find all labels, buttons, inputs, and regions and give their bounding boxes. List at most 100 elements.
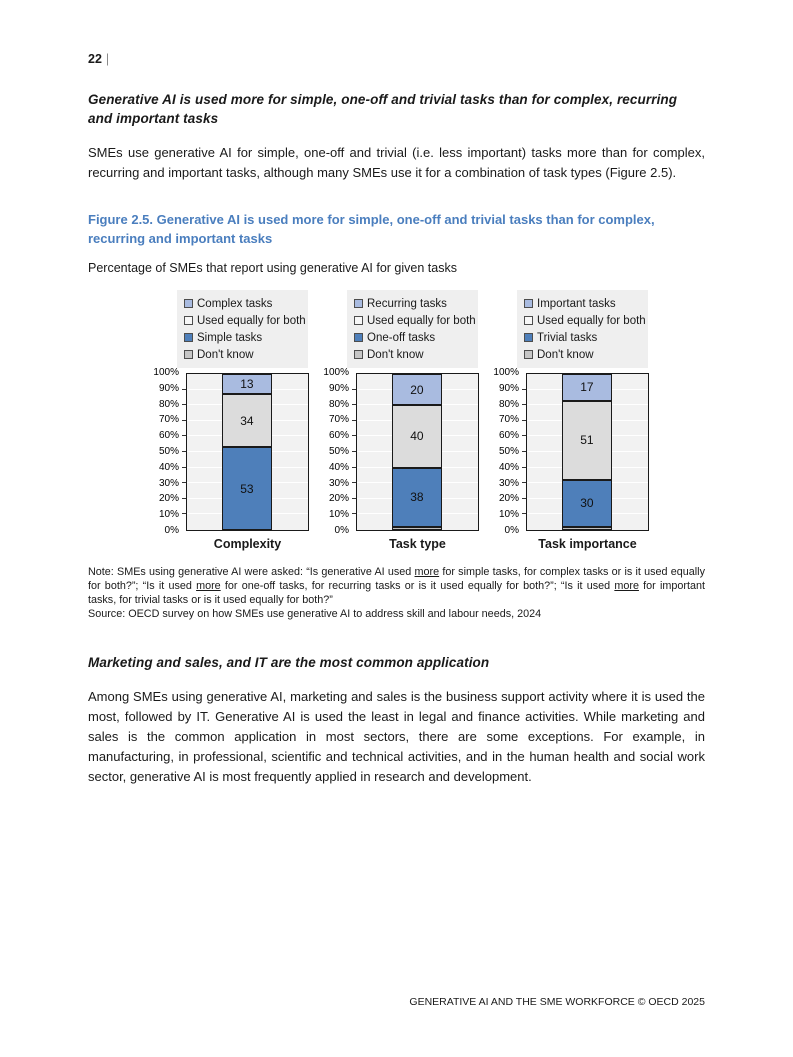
bar-value-label: 20 (410, 382, 424, 397)
axis-tick (182, 404, 186, 406)
chart-legend: Important tasks Used equally for both Triv… (517, 290, 648, 368)
legend-swatch-icon (354, 333, 363, 342)
legend-label: Don't know (537, 348, 594, 361)
legend-swatch-icon (184, 333, 193, 342)
axis-tick (182, 419, 186, 421)
note-underlined-word: more (196, 580, 221, 592)
y-tick-label: 40% (158, 461, 179, 473)
figure-source: Source: OECD survey on how SMEs use gene… (88, 608, 542, 620)
y-tick-label: 90% (328, 382, 349, 394)
y-tick-label: 60% (328, 430, 349, 442)
y-tick-label: 90% (498, 382, 519, 394)
y-tick-label: 50% (158, 446, 179, 457)
bar-segment-used-equally-for-both: 51 (562, 400, 612, 481)
axis-tick (182, 482, 186, 484)
bar-segment-simple-tasks: 53 (222, 447, 272, 530)
y-tick-label: 10% (328, 509, 349, 521)
y-tick-label: 100% (153, 367, 179, 378)
page-header: 22 | (88, 52, 705, 66)
bar-segment-one-off-tasks: 38 (392, 467, 442, 527)
bar-segment-complex-tasks: 13 (222, 374, 272, 395)
legend-item: Recurring tasks (354, 296, 473, 311)
legend-label: Simple tasks (197, 331, 263, 344)
y-tick-label: 70% (328, 414, 349, 426)
legend-label: One-off tasks (367, 331, 436, 344)
bar-value-label: 17 (580, 380, 594, 395)
axis-tick (352, 466, 356, 468)
bar-segment-recurring-tasks: 20 (392, 374, 442, 406)
bar-segment-don-t-know (392, 526, 442, 530)
chart-task-type: Recurring tasks Used equally for both One-… (320, 290, 479, 551)
note-text: Note: SMEs using generative AI were aske… (88, 566, 415, 578)
legend-item: Don't know (184, 347, 303, 362)
y-tick-label: 90% (158, 382, 179, 394)
legend-label: Complex tasks (197, 297, 273, 310)
y-tick-label: 70% (158, 414, 179, 426)
bar-segment-important-tasks: 17 (562, 374, 612, 401)
y-tick-label: 10% (498, 509, 519, 521)
note-text: for simple tasks, for complex tasks or i… (88, 566, 705, 592)
y-tick-label: 80% (498, 398, 519, 410)
axis-tick (522, 466, 526, 468)
figure-title: Figure 2.5. Generative AI is used more f… (88, 212, 655, 246)
legend-swatch-icon (354, 350, 363, 359)
plot-row: 0% 10% 20% 30% 40% 50% 60% 70% 80% 90% 100% 53 34 13 (150, 368, 309, 536)
legend-swatch-icon (354, 299, 363, 308)
bar-value-label: 30 (580, 496, 594, 511)
legend-item: Don't know (524, 347, 643, 362)
x-axis-label: Task importance (538, 537, 637, 551)
legend-item: Simple tasks (184, 330, 303, 345)
plot-row: 0% 10% 20% 30% 40% 50% 60% 70% 80% 90% 100% 38 40 20 (320, 368, 479, 536)
axis-tick (352, 497, 356, 499)
axis-tick (352, 388, 356, 390)
note-underlined-word: more (614, 580, 639, 592)
legend-swatch-icon (354, 316, 363, 325)
x-axis-label: Complexity (213, 537, 282, 551)
y-axis: 0% 10% 20% 30% 40% 50% 60% 70% 80% 90% 100% (320, 368, 356, 536)
axis-tick (522, 435, 526, 437)
y-tick-label: 10% (158, 509, 179, 521)
axis-tick (522, 419, 526, 421)
legend-item: Complex tasks (184, 296, 303, 311)
note-text: for important tasks, for trivial tasks o… (88, 580, 705, 606)
legend-swatch-icon (524, 333, 533, 342)
axis-tick (352, 419, 356, 421)
x-axis-label: Task type (389, 537, 446, 551)
axis-tick (522, 404, 526, 406)
bar-value-label: 53 (240, 481, 254, 496)
axis-tick (522, 513, 526, 515)
bar-value-label: 51 (580, 433, 594, 448)
axis-tick (352, 435, 356, 437)
section-heading-tasks: Generative AI is used more for simple, o… (88, 92, 678, 126)
legend-item: Used equally for both (354, 313, 476, 328)
legend-item: Trivial tasks (524, 330, 643, 345)
bar-value-label: 34 (240, 413, 254, 428)
y-tick-label: 40% (328, 461, 349, 473)
y-tick-label: 30% (498, 477, 519, 489)
body-paragraph-applications: Among SMEs using generative AI, marketin… (88, 689, 705, 784)
legend-swatch-icon (184, 350, 193, 359)
y-tick-label: 60% (158, 430, 179, 442)
body-paragraph-tasks: SMEs use generative AI for simple, one-o… (88, 145, 705, 180)
y-tick-label: 60% (498, 430, 519, 442)
legend-item: Used equally for both (184, 313, 306, 328)
axis-tick (182, 451, 186, 452)
axis-tick (182, 435, 186, 437)
legend-label: Trivial tasks (537, 331, 598, 344)
bar-value-label: 38 (410, 490, 424, 505)
note-text: for one-off tasks, for recurring tasks o… (220, 580, 615, 592)
y-tick-label: 0% (334, 525, 349, 536)
legend-item: Don't know (354, 347, 473, 362)
y-tick-label: 0% (164, 525, 179, 536)
page-footer: GENERATIVE AI AND THE SME WORKFORCE © OE… (409, 996, 705, 1008)
axis-tick (182, 466, 186, 468)
y-tick-label: 20% (328, 493, 349, 505)
bar-value-label: 40 (410, 429, 424, 444)
legend-label: Used equally for both (537, 314, 646, 327)
y-tick-label: 80% (328, 398, 349, 410)
y-tick-label: 30% (328, 477, 349, 489)
chart-legend: Recurring tasks Used equally for both One-… (347, 290, 478, 368)
figure-subtitle: Percentage of SMEs that report using gen… (88, 261, 457, 275)
axis-tick (352, 404, 356, 406)
y-tick-label: 30% (158, 477, 179, 489)
